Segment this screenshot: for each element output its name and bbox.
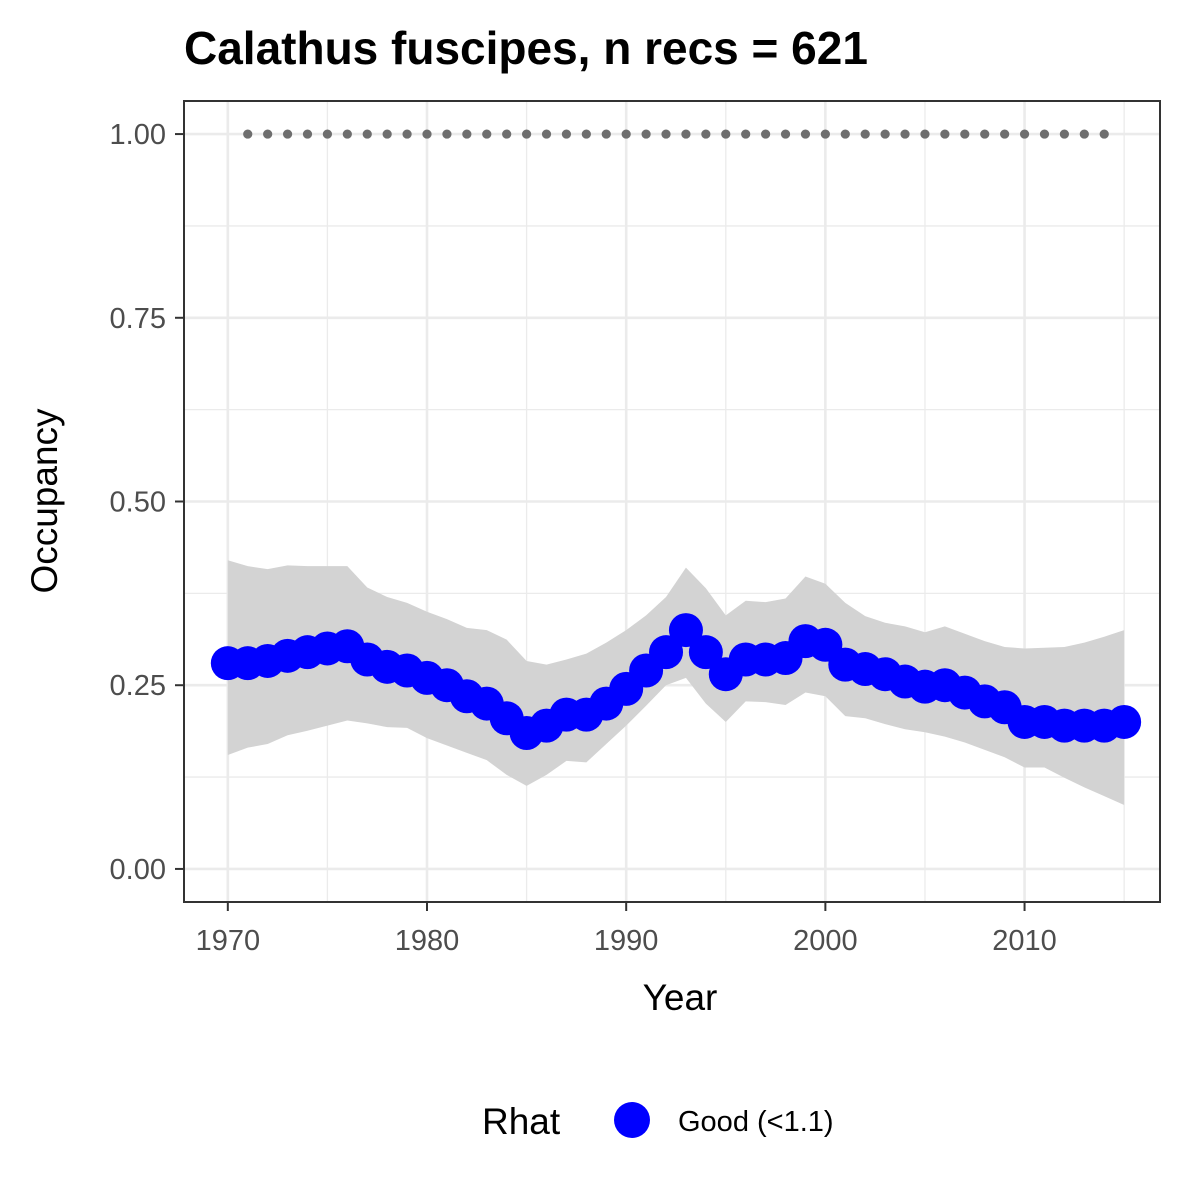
reference-point [681, 129, 691, 139]
reference-point [243, 129, 253, 139]
reference-point [482, 129, 492, 139]
legend: Rhat Good (<1.1) [482, 1101, 834, 1142]
reference-point [721, 129, 731, 139]
reference-point [462, 129, 472, 139]
reference-point [641, 129, 651, 139]
x-tick-label: 2010 [992, 925, 1057, 957]
reference-point [900, 129, 910, 139]
y-tick-label: 0.25 [110, 670, 166, 702]
reference-point [621, 129, 631, 139]
reference-point [541, 129, 552, 139]
reference-point [263, 129, 273, 139]
reference-point [980, 129, 990, 139]
reference-point [302, 129, 313, 139]
x-tick-label: 2000 [793, 925, 858, 957]
legend-key-point [614, 1102, 650, 1138]
reference-point [422, 129, 432, 139]
reference-point [442, 129, 452, 139]
reference-point [800, 129, 811, 139]
reference-point [960, 129, 970, 139]
chart-title: Calathus fuscipes, n recs = 621 [184, 22, 868, 74]
reference-point [282, 129, 293, 139]
occupancy-point [1107, 704, 1142, 739]
reference-point [521, 129, 532, 139]
reference-point [840, 129, 850, 139]
reference-point [741, 129, 751, 139]
reference-point [860, 129, 870, 139]
plot-panel [183, 100, 1161, 903]
reference-point [601, 129, 611, 139]
reference-point [1059, 129, 1069, 139]
x-tick-label: 1980 [395, 925, 460, 957]
reference-point [382, 129, 392, 139]
reference-point [322, 129, 333, 139]
reference-point [402, 129, 412, 139]
y-tick-label: 1.00 [110, 119, 166, 151]
reference-point [1079, 129, 1089, 139]
reference-point [761, 129, 771, 139]
occupancy-point [688, 635, 723, 670]
x-axis-title: Year [643, 977, 718, 1018]
reference-point [502, 129, 512, 139]
credible-interval-ribbon [227, 560, 1125, 805]
legend-label: Good (<1.1) [678, 1106, 834, 1138]
reference-point [661, 129, 671, 139]
reference-point [780, 129, 791, 139]
reference-point [362, 129, 372, 139]
y-axis: 0.00 0.25 0.50 0.75 1.00 [110, 119, 184, 886]
credible-interval-layer [227, 560, 1125, 805]
grid-major-lines [184, 101, 1160, 902]
occupancy-point [649, 635, 684, 670]
x-axis: 1970 1980 1990 2000 2010 [196, 902, 1057, 957]
reference-points-layer [243, 129, 1109, 139]
y-tick-label: 0.50 [110, 487, 166, 519]
reference-point [940, 129, 950, 139]
reference-point [1019, 129, 1030, 139]
reference-point [561, 129, 572, 139]
legend-title: Rhat [482, 1101, 561, 1142]
reference-point [1000, 129, 1010, 139]
y-tick-label: 0.00 [110, 854, 166, 886]
reference-point [342, 129, 352, 139]
reference-point [1039, 129, 1050, 139]
reference-point [701, 129, 711, 139]
occupancy-point [668, 613, 703, 648]
x-tick-label: 1970 [196, 925, 261, 957]
x-tick-label: 1990 [594, 925, 659, 957]
reference-point [920, 129, 930, 139]
reference-point [581, 129, 591, 139]
y-axis-title: Occupancy [24, 408, 65, 594]
y-tick-label: 0.75 [110, 303, 166, 335]
reference-point [1099, 129, 1109, 139]
reference-point [820, 129, 830, 139]
occupancy-points-layer [210, 613, 1142, 750]
reference-point [880, 129, 890, 139]
